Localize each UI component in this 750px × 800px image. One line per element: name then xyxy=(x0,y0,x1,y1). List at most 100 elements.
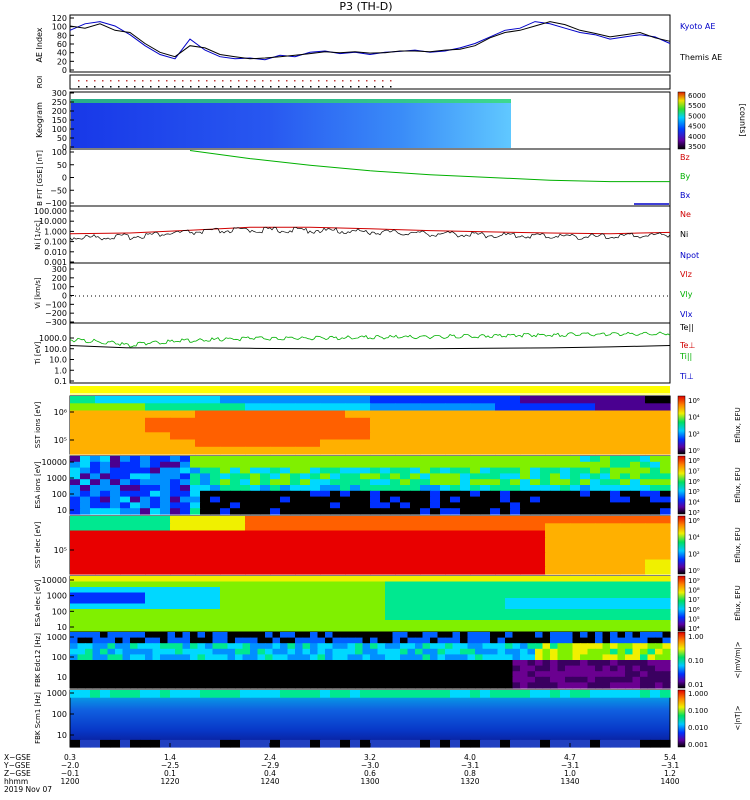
fbk-edc-cell xyxy=(317,671,326,678)
esa-ions-cell xyxy=(510,473,521,480)
esa-ions-cell xyxy=(310,508,321,515)
esa-ions-cell xyxy=(170,485,181,492)
fbk-edc-cell xyxy=(212,654,221,661)
esa-elec-cell xyxy=(370,614,386,621)
sst-elec-cell xyxy=(220,537,246,546)
sst-ions-tick-label: 10⁶ xyxy=(54,408,67,417)
fbk-edc-cell xyxy=(662,665,671,672)
fbk-edc-cell xyxy=(662,654,671,661)
fbk-edc-cell xyxy=(602,665,611,672)
fbk-edc-cell xyxy=(190,654,199,661)
sst-ions-cell xyxy=(395,417,421,426)
sst-elec-cell xyxy=(220,516,246,524)
esa-ions-cell xyxy=(630,456,641,463)
fbk-edc-cell xyxy=(122,632,131,639)
fbk-edc-cell xyxy=(415,660,424,667)
fbk-edc-cell xyxy=(280,676,289,683)
sst-ions-cell xyxy=(445,432,471,441)
esa-elec-cell xyxy=(490,625,506,632)
fbk-scm-cell xyxy=(460,739,471,748)
fbk-edc-cell xyxy=(632,648,641,655)
fbk-edc-cell xyxy=(497,665,506,672)
fbk-edc-cell xyxy=(400,648,409,655)
sst-elec-cell xyxy=(620,537,646,546)
fbk-edc-cell xyxy=(400,660,409,667)
fbk-edc-cell xyxy=(205,637,214,644)
esa-ions-cell xyxy=(240,456,251,463)
esa-elec-cell xyxy=(580,620,596,627)
roi-dot xyxy=(126,86,128,88)
esa-elec-cell xyxy=(70,614,86,621)
sst-ions-cell xyxy=(395,446,421,455)
fbk-edc-cell xyxy=(445,637,454,644)
fbk-edc-cell xyxy=(377,648,386,655)
fbk-edc-cell xyxy=(92,632,101,639)
fbk-edc-cell xyxy=(490,665,499,672)
fbk-edc-cell xyxy=(617,643,626,650)
fbk-edc-cell xyxy=(490,654,499,661)
esa-ions-cell xyxy=(530,467,541,474)
esa-elec-tick-label: 10000 xyxy=(42,576,67,585)
esa-ions-cell xyxy=(530,461,541,469)
esa-elec-cell xyxy=(475,581,491,588)
esa-elec-cell xyxy=(415,581,431,588)
esa-ions-cell xyxy=(470,496,481,503)
esa-elec-cell xyxy=(460,609,476,616)
sst-ions-cell xyxy=(470,439,496,448)
density-legend-ne: Ne xyxy=(680,210,691,219)
fbk-edc-spectrogram xyxy=(70,632,671,689)
roi-dot xyxy=(254,86,256,88)
fbk-edc-cell xyxy=(212,637,221,644)
esa-elec-cell xyxy=(640,576,656,583)
fbk-edc-cell xyxy=(242,643,251,650)
esa-elec-cell xyxy=(355,598,371,605)
fbk-edc-cell xyxy=(640,637,649,644)
fbk-edc-cell xyxy=(475,665,484,672)
roi-dot xyxy=(94,86,96,88)
roi-dot xyxy=(390,86,392,88)
sst-ions-cell xyxy=(520,432,546,441)
esa-elec-cell xyxy=(445,603,461,610)
esa-ions-cell xyxy=(490,456,501,463)
fbk-edc-cell xyxy=(520,676,529,683)
fbk-edc-cell xyxy=(235,654,244,661)
esa-elec-cell xyxy=(145,592,161,599)
fbk-edc-cell xyxy=(505,643,514,650)
fbk-edc-cell xyxy=(227,637,236,644)
fbk-edc-cell xyxy=(572,643,581,650)
esa-elec-cell xyxy=(130,603,146,610)
density-tick-label: 10.000 xyxy=(39,217,67,226)
keogram-colorbar xyxy=(677,91,686,150)
esa-ions-cell xyxy=(540,479,551,486)
fbk-scm-cell xyxy=(480,690,491,698)
esa-ions-cell xyxy=(490,490,501,498)
esa-ions-cell xyxy=(570,479,581,486)
esa-ions-cell xyxy=(280,461,291,469)
esa-elec-cell xyxy=(130,609,146,616)
fbk-edc-cell xyxy=(370,660,379,667)
esa-elec-cell xyxy=(340,592,356,599)
esa-elec-cell xyxy=(175,598,191,605)
fbk-edc-cell xyxy=(385,660,394,667)
sst-elec-cell xyxy=(620,545,646,553)
fbk-edc-cell xyxy=(227,632,236,639)
esa-elec-cell xyxy=(460,603,476,610)
esa-ions-tick-label: 100 xyxy=(52,490,67,499)
fbk-edc-cell xyxy=(632,676,641,683)
sst-ions-cell xyxy=(95,396,121,404)
fbk-edc-cell xyxy=(220,671,229,678)
fbk-edc-cell xyxy=(250,637,259,644)
esa-elec-cell xyxy=(340,587,356,594)
fbk-edc-cell xyxy=(640,665,649,672)
fbk-edc-cell xyxy=(610,665,619,672)
esa-ions-cell xyxy=(150,479,161,486)
esa-ions-cell xyxy=(540,461,551,469)
fbk-edc-cell xyxy=(452,637,461,644)
fbk-scm-cell xyxy=(200,739,211,748)
fbk-scm-cell xyxy=(250,690,261,698)
esa-ions-cell xyxy=(340,479,351,486)
x-axis-tick-label: −3.1 xyxy=(561,761,579,770)
sst-elec-cell xyxy=(345,516,371,524)
